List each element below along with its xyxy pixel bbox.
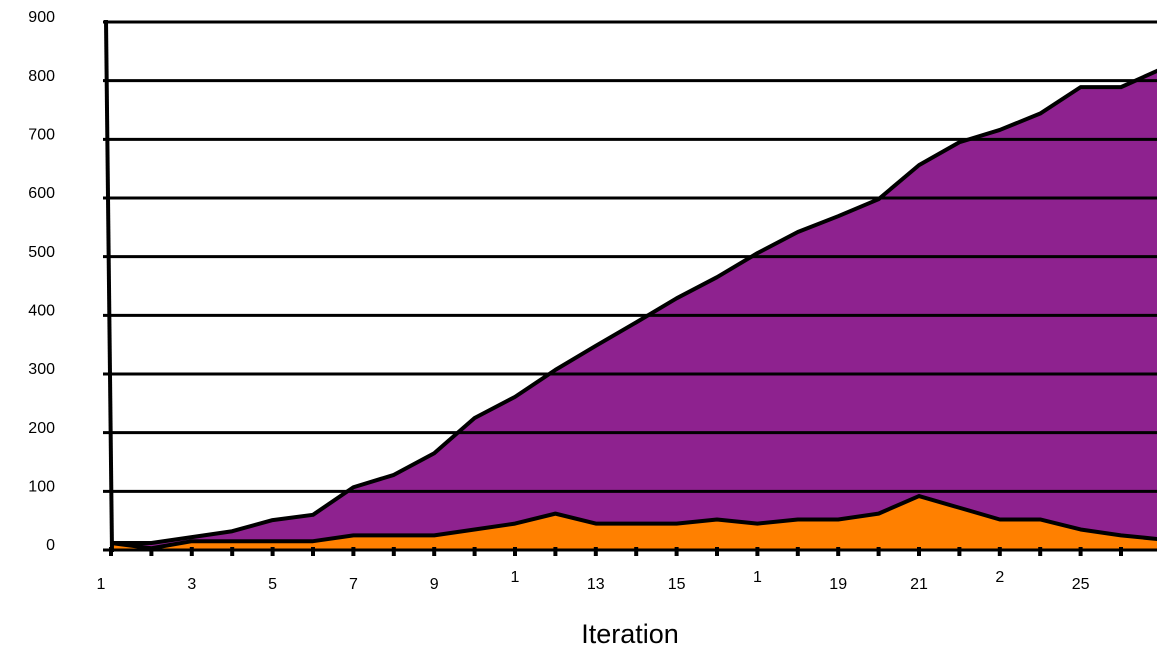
y-tick-label: 300	[28, 361, 55, 378]
series-line	[111, 68, 1157, 545]
y-tick-label: 200	[28, 420, 55, 437]
x-tick-label: 1	[511, 569, 520, 586]
x-tick-label: 7	[349, 576, 358, 593]
x-tick-label: 3	[187, 576, 196, 593]
x-tick-label: 15	[668, 576, 686, 593]
area	[111, 70, 1157, 550]
y-tick-label: 0	[46, 537, 55, 554]
y-tick-label: 400	[28, 303, 55, 320]
y-tick-label: 700	[28, 127, 55, 144]
x-tick-label: 25	[1072, 576, 1090, 593]
y-axis	[104, 19, 114, 553]
x-tick-label: 1	[753, 569, 762, 586]
x-tick-label: 5	[268, 576, 277, 593]
x-tick-label: 13	[587, 576, 605, 593]
x-axis-label: Iteration	[581, 619, 679, 649]
y-tick-label: 500	[28, 244, 55, 261]
y-tick-label: 100	[28, 479, 55, 496]
y-tick-label: 900	[28, 9, 55, 26]
x-tick-label: 2	[995, 569, 1004, 586]
x-tick-label: 19	[829, 576, 847, 593]
y-tick-label: 600	[28, 185, 55, 202]
x-tick-label: 9	[430, 576, 439, 593]
x-tick-label: 21	[910, 576, 928, 593]
series-line	[110, 494, 1157, 551]
y-tick-label: 800	[28, 68, 55, 85]
x-tick-label: 1	[97, 576, 106, 593]
